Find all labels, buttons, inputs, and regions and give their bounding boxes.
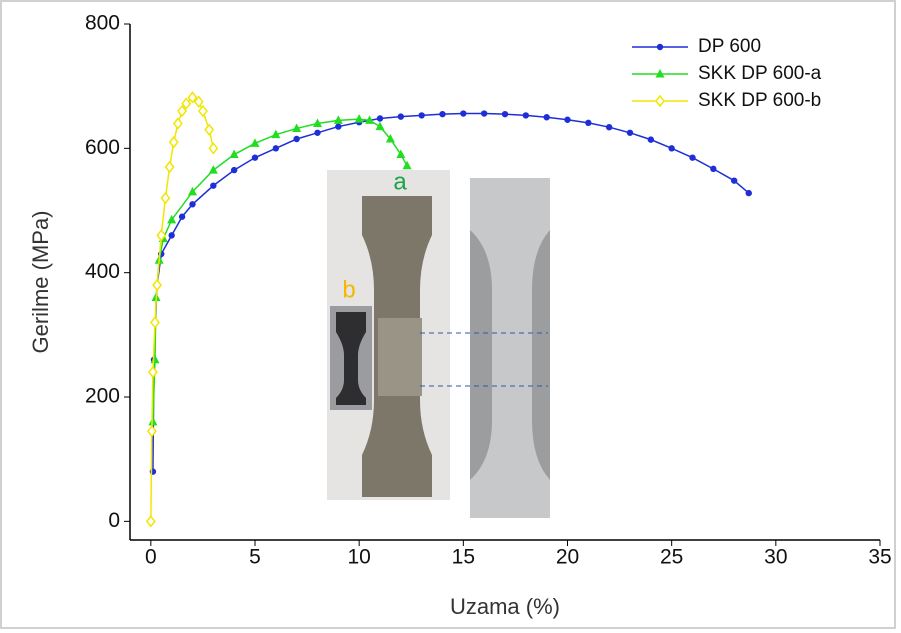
point <box>585 119 592 127</box>
x-tick-label: 20 <box>556 546 579 569</box>
point <box>148 416 158 426</box>
point <box>146 425 157 438</box>
point <box>335 123 342 130</box>
point <box>250 138 260 147</box>
series-line <box>152 112 750 472</box>
point <box>365 115 375 124</box>
point <box>164 160 175 174</box>
annotation: a <box>393 168 407 195</box>
point <box>204 123 215 136</box>
point <box>385 134 395 143</box>
y-tick-label: 600 <box>85 136 120 159</box>
point <box>272 145 280 152</box>
point <box>730 177 738 184</box>
point <box>293 135 300 143</box>
y-tick-label: 800 <box>85 12 120 35</box>
point <box>188 186 197 196</box>
point <box>251 154 259 161</box>
photo-c <box>420 178 550 518</box>
point <box>439 110 446 118</box>
point <box>187 91 198 104</box>
point <box>689 154 696 161</box>
photo-a <box>327 170 450 500</box>
point <box>314 129 321 136</box>
point <box>167 214 177 224</box>
point <box>193 95 204 108</box>
point <box>197 104 208 118</box>
point <box>271 129 281 139</box>
point <box>181 97 192 110</box>
x-tick-label: 0 <box>145 546 157 569</box>
x-tick-label: 30 <box>764 546 787 569</box>
point <box>460 110 467 117</box>
point <box>172 117 183 130</box>
x-tick-label: 10 <box>347 546 370 569</box>
point <box>156 229 167 242</box>
point <box>152 278 163 292</box>
photo-b <box>330 306 372 410</box>
point <box>230 166 238 174</box>
point <box>160 191 171 205</box>
point <box>668 145 675 152</box>
point <box>543 114 550 121</box>
x-tick-label: 35 <box>868 546 891 569</box>
point <box>333 115 343 124</box>
point <box>375 121 385 131</box>
point <box>145 515 156 528</box>
point <box>396 149 406 159</box>
point <box>178 213 186 220</box>
point <box>418 112 425 119</box>
legend-label: SKK DP 600-b <box>698 90 821 111</box>
legend-label: SKK DP 600-a <box>698 63 822 84</box>
annotation: b <box>342 276 355 303</box>
legend-label: DP 600 <box>698 36 761 57</box>
point <box>189 201 196 208</box>
point <box>354 114 364 123</box>
x-tick-label: 25 <box>660 546 683 569</box>
legend-marker <box>655 94 665 108</box>
point <box>168 135 179 149</box>
point <box>501 110 509 118</box>
x-axis-label: Uzama (%) <box>450 594 560 619</box>
point <box>147 365 158 379</box>
point <box>376 115 384 122</box>
point <box>177 104 188 118</box>
point <box>208 142 219 155</box>
point <box>626 129 634 136</box>
x-tick-label: 15 <box>452 546 475 569</box>
point <box>402 160 412 170</box>
point <box>480 110 488 117</box>
point <box>397 113 405 120</box>
point <box>168 232 175 239</box>
point <box>522 112 530 119</box>
point <box>292 123 302 132</box>
point <box>647 136 655 143</box>
y-tick-label: 200 <box>85 385 120 408</box>
x-tick-label: 5 <box>249 546 261 569</box>
y-axis-label: Gerilme (MPa) <box>28 210 53 353</box>
point <box>745 189 752 197</box>
point <box>208 165 218 174</box>
point <box>564 116 571 123</box>
legend-marker <box>655 69 665 78</box>
point <box>710 165 717 173</box>
point <box>210 182 217 189</box>
point <box>229 149 239 159</box>
y-tick-label: 0 <box>108 509 120 532</box>
point <box>150 316 160 329</box>
point <box>313 118 322 127</box>
y-tick-label: 400 <box>85 260 120 283</box>
point <box>605 124 613 131</box>
legend-marker <box>656 43 664 51</box>
